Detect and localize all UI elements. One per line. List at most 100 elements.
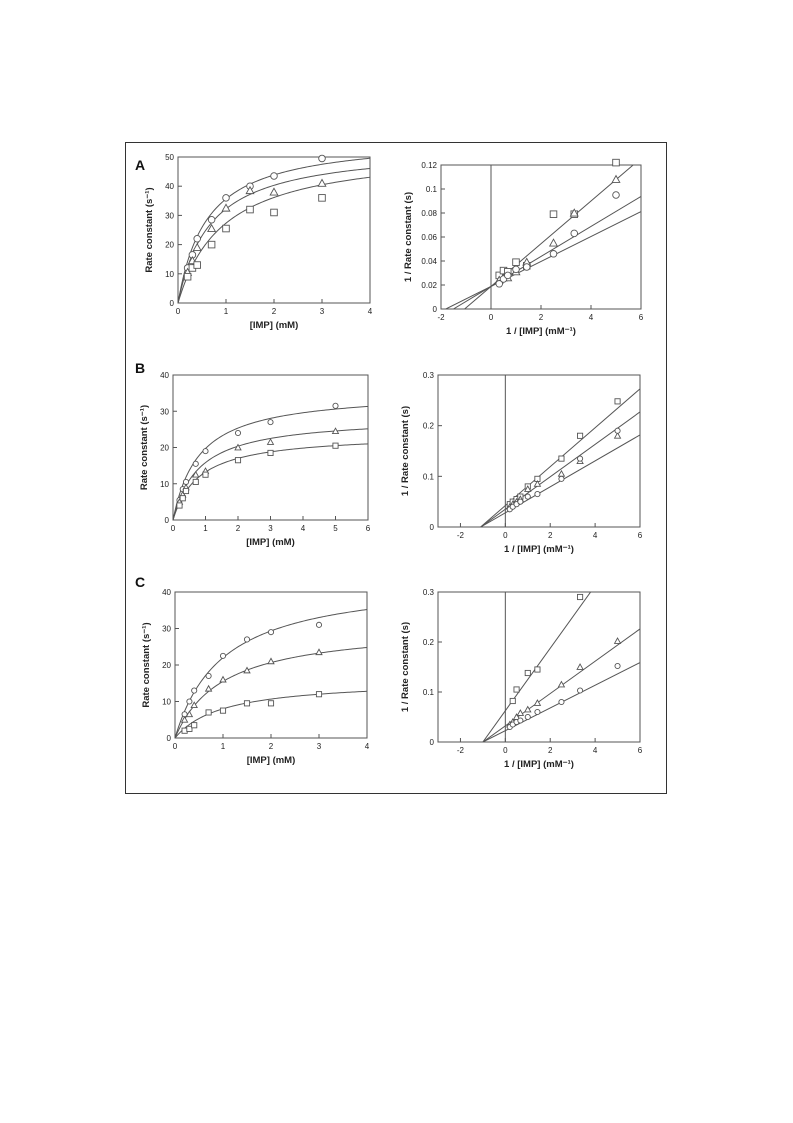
fit-line-3 (178, 176, 370, 303)
x-tick-label: 3 (268, 524, 273, 533)
data-point-square (267, 700, 275, 707)
data-point-square (509, 697, 516, 705)
plot-frame (437, 591, 641, 743)
data-point-triangle (267, 657, 275, 665)
x-tick-label: 2 (548, 746, 553, 755)
y-tick-label: 0 (430, 738, 435, 747)
x-tick-label: 6 (638, 746, 643, 755)
data-point-circle (193, 235, 201, 243)
data-point-square (318, 194, 326, 202)
data-point-circle (191, 687, 198, 694)
data-point-triangle (180, 715, 189, 723)
data-point-triangle (266, 438, 275, 445)
data-point-triangle (611, 174, 621, 183)
data-point-square (512, 258, 520, 266)
x-axis-label: 1 / [IMP] (mM⁻¹) (504, 544, 574, 555)
fit-line-1 (175, 609, 367, 738)
y-axis-label: 1 / Rate constant (s) (400, 406, 411, 496)
data-point-square (534, 666, 541, 673)
data-point-triangle (524, 705, 532, 713)
y-tick-label: 20 (162, 661, 171, 670)
x-tick-label: 1 (224, 307, 229, 316)
x-tick-label: -2 (457, 746, 465, 755)
data-point-circle (219, 652, 227, 659)
data-point-circle (534, 708, 541, 716)
data-point-triangle (221, 203, 231, 212)
data-point-circle (270, 172, 278, 180)
y-tick-label: 40 (162, 588, 171, 597)
x-tick-label: 4 (301, 524, 306, 533)
y-tick-label: 0.3 (423, 588, 435, 597)
data-point-circle (512, 265, 520, 274)
data-point-circle (577, 455, 584, 462)
series-square (495, 158, 620, 280)
data-point-circle (558, 698, 565, 706)
data-point-circle (205, 672, 212, 680)
y-tick-label: 0.04 (421, 257, 437, 266)
data-point-circle (315, 621, 323, 628)
data-point-circle (495, 280, 504, 288)
panel-label-b: B (135, 360, 145, 376)
series-circle (183, 154, 326, 272)
x-tick-label: 2 (548, 531, 553, 540)
series-triangle (180, 648, 323, 723)
x-axis-label: [IMP] (mM) (250, 320, 299, 331)
x-tick-label: 2 (272, 307, 277, 316)
x-tick-label: 4 (368, 307, 373, 316)
data-point-circle (267, 629, 275, 636)
data-point-triangle (269, 187, 279, 196)
data-point-square (315, 691, 323, 698)
data-point-circle (517, 498, 524, 505)
y-tick-label: 0 (167, 734, 172, 743)
data-point-square (558, 455, 565, 462)
y-tick-label: 0.1 (423, 472, 435, 481)
data-point-triangle (613, 431, 622, 439)
data-point-triangle (576, 663, 584, 670)
data-point-square (186, 725, 193, 732)
data-point-square (614, 398, 621, 405)
y-tick-label: 40 (165, 182, 174, 191)
chart-c-right: -2 0 2 4 6 0 0.1 0.2 0.3 1 / [IMP] (mM⁻¹) 1 / Rate… (400, 588, 643, 770)
y-tick-label: 0 (430, 523, 435, 532)
plot-frame (437, 374, 641, 528)
data-point-circle (318, 154, 326, 163)
x-tick-label: 3 (320, 307, 325, 316)
data-point-circle (577, 687, 584, 694)
data-point-circle (549, 250, 558, 258)
data-point-circle (558, 475, 565, 482)
fit-lines (175, 609, 367, 738)
x-axis-label: 1 / [IMP] (mM⁻¹) (506, 326, 576, 337)
y-tick-label: 0.2 (423, 422, 435, 431)
x-tick-label: -2 (457, 531, 465, 540)
series-triangle (506, 637, 622, 728)
data-point-circle (524, 713, 531, 721)
y-tick-label: 10 (162, 698, 171, 707)
y-tick-label: 50 (165, 153, 174, 162)
data-point-square (205, 709, 212, 716)
x-tick-label: 0 (171, 524, 176, 533)
data-point-square (270, 208, 278, 217)
x-tick-label: 4 (365, 742, 370, 751)
y-tick-label: 30 (162, 625, 171, 634)
x-axis-label: [IMP] (mM) (246, 537, 295, 548)
data-point-square (612, 158, 620, 167)
panel-label-a: A (135, 157, 145, 173)
y-tick-label: 0 (433, 305, 438, 314)
data-point-triangle (548, 238, 559, 247)
data-point-triangle (557, 680, 566, 688)
data-point-circle (614, 662, 621, 670)
x-tick-label: 1 (203, 524, 208, 533)
data-point-triangle (516, 709, 525, 716)
y-axis-label: Rate constant (s⁻¹) (141, 622, 152, 707)
data-point-triangle (533, 699, 542, 706)
data-point-triangle (245, 185, 255, 195)
chart-a-right: -2 0 2 4 600.020.040.060.080.10.121 / [IMP] … (403, 158, 644, 337)
x-tick-label: 0 (176, 307, 181, 316)
x-tick-label: 2 (236, 524, 241, 533)
data-point-circle (234, 429, 242, 437)
plot-frame (172, 374, 369, 521)
x-tick-label: 6 (366, 524, 371, 533)
y-tick-label: 10 (165, 270, 174, 279)
series-square (183, 194, 326, 281)
